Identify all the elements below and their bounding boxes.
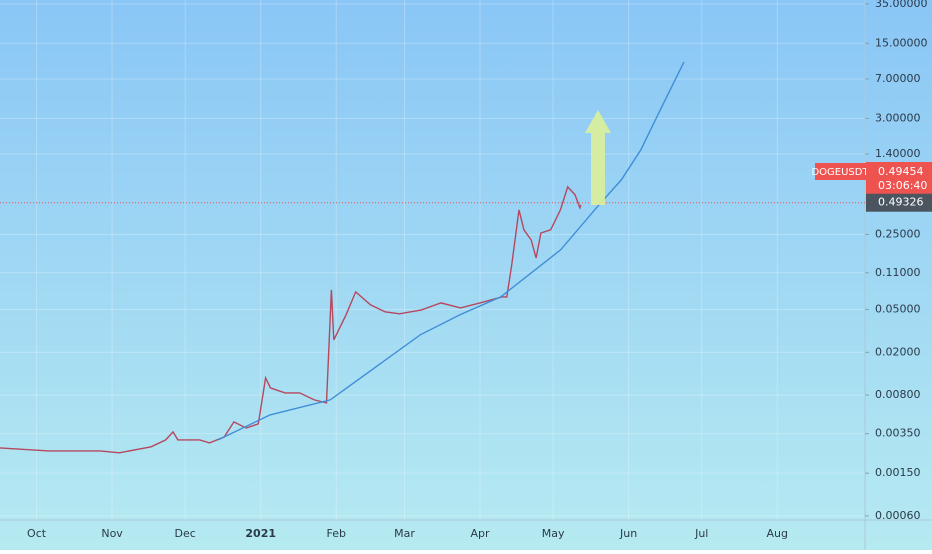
x-tick-label: May xyxy=(542,527,565,540)
y-tick-label: 0.00800 xyxy=(875,388,921,401)
y-tick-label: 0.00350 xyxy=(875,427,921,440)
last-price-label: 0.49454 xyxy=(878,165,924,178)
x-tick-label: Jul xyxy=(694,527,708,540)
y-tick-label: 0.25000 xyxy=(875,227,921,240)
price-labels: DOGEUSDT 0.49454 03:06:40 0.49326 xyxy=(811,162,932,212)
x-tick-label: Nov xyxy=(101,527,123,540)
y-tick-label: 0.00150 xyxy=(875,466,921,479)
symbol-box xyxy=(815,163,866,180)
plot xyxy=(0,61,865,454)
price-line-box xyxy=(866,193,932,212)
x-tick-label: Jun xyxy=(619,527,637,540)
series-line xyxy=(0,185,582,454)
y-tick-label: 35.00000 xyxy=(875,0,928,10)
series-line xyxy=(217,61,685,441)
x-tick-label: Apr xyxy=(470,527,490,540)
grid: 35.00000 15.00000 7.00000 3.00000 1.40000 0.2… xyxy=(27,0,928,540)
x-tick-label: Mar xyxy=(394,527,415,540)
symbol-label: DOGEUSDT xyxy=(811,167,869,178)
y-tick-label: 0.11000 xyxy=(875,266,921,279)
arrow xyxy=(585,110,611,205)
countdown-label: 03:06:40 xyxy=(878,179,927,192)
y-tick-label: 15.00000 xyxy=(875,36,928,49)
y-tick-label: 7.00000 xyxy=(875,72,921,85)
y-tick-label: 3.00000 xyxy=(875,111,921,124)
y-tick-label: 0.00060 xyxy=(875,509,921,522)
y-tick-label: 0.02000 xyxy=(875,345,921,358)
y-tick-label: 1.40000 xyxy=(875,147,921,160)
last-price-box xyxy=(866,162,932,195)
x-tick-label: Feb xyxy=(327,527,346,540)
x-tick-label: 2021 xyxy=(245,527,276,540)
x-tick-label: Aug xyxy=(767,527,788,540)
y-tick-label: 0.05000 xyxy=(875,303,921,316)
x-tick-label: Dec xyxy=(175,527,196,540)
x-tick-label: Oct xyxy=(27,527,47,540)
price-line-label: 0.49326 xyxy=(878,196,924,209)
